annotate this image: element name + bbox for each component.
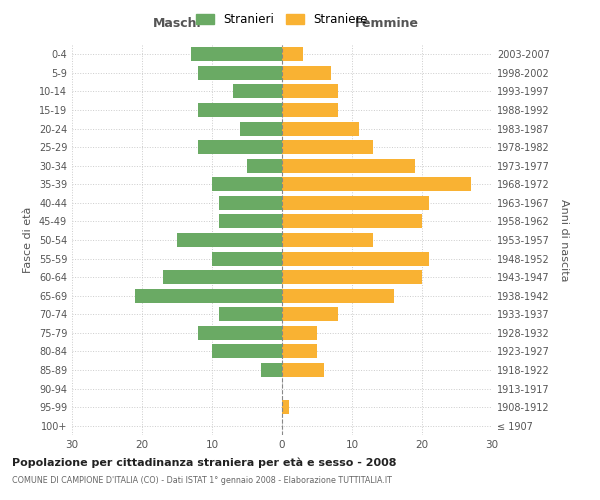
Bar — [282, 214, 422, 228]
Bar — [219, 196, 282, 210]
Bar — [212, 252, 282, 266]
Bar — [282, 159, 415, 172]
Bar — [282, 252, 429, 266]
Bar — [282, 103, 338, 117]
Bar — [212, 344, 282, 358]
Bar — [198, 326, 282, 340]
Bar — [135, 289, 282, 302]
Bar — [282, 400, 289, 414]
Bar — [261, 363, 282, 377]
Bar — [282, 326, 317, 340]
Bar — [163, 270, 282, 284]
Bar — [219, 308, 282, 322]
Bar — [247, 159, 282, 172]
Bar — [282, 344, 317, 358]
Bar — [282, 196, 429, 210]
Bar — [282, 233, 373, 247]
Text: Popolazione per cittadinanza straniera per età e sesso - 2008: Popolazione per cittadinanza straniera p… — [12, 458, 397, 468]
Bar — [282, 140, 373, 154]
Bar — [282, 178, 471, 191]
Y-axis label: Fasce di età: Fasce di età — [23, 207, 33, 273]
Text: Femmine: Femmine — [355, 17, 419, 30]
Bar — [219, 214, 282, 228]
Legend: Stranieri, Straniere: Stranieri, Straniere — [191, 8, 373, 31]
Text: COMUNE DI CAMPIONE D'ITALIA (CO) - Dati ISTAT 1° gennaio 2008 - Elaborazione TUT: COMUNE DI CAMPIONE D'ITALIA (CO) - Dati … — [12, 476, 392, 485]
Bar — [282, 308, 338, 322]
Bar — [233, 84, 282, 98]
Bar — [198, 66, 282, 80]
Bar — [240, 122, 282, 136]
Bar — [282, 48, 303, 62]
Bar — [282, 122, 359, 136]
Bar — [282, 66, 331, 80]
Y-axis label: Anni di nascita: Anni di nascita — [559, 198, 569, 281]
Bar — [198, 103, 282, 117]
Bar — [212, 178, 282, 191]
Bar — [191, 48, 282, 62]
Bar — [282, 270, 422, 284]
Text: Maschi: Maschi — [152, 17, 202, 30]
Bar — [198, 140, 282, 154]
Bar — [282, 289, 394, 302]
Bar — [282, 84, 338, 98]
Bar — [177, 233, 282, 247]
Bar — [282, 363, 324, 377]
